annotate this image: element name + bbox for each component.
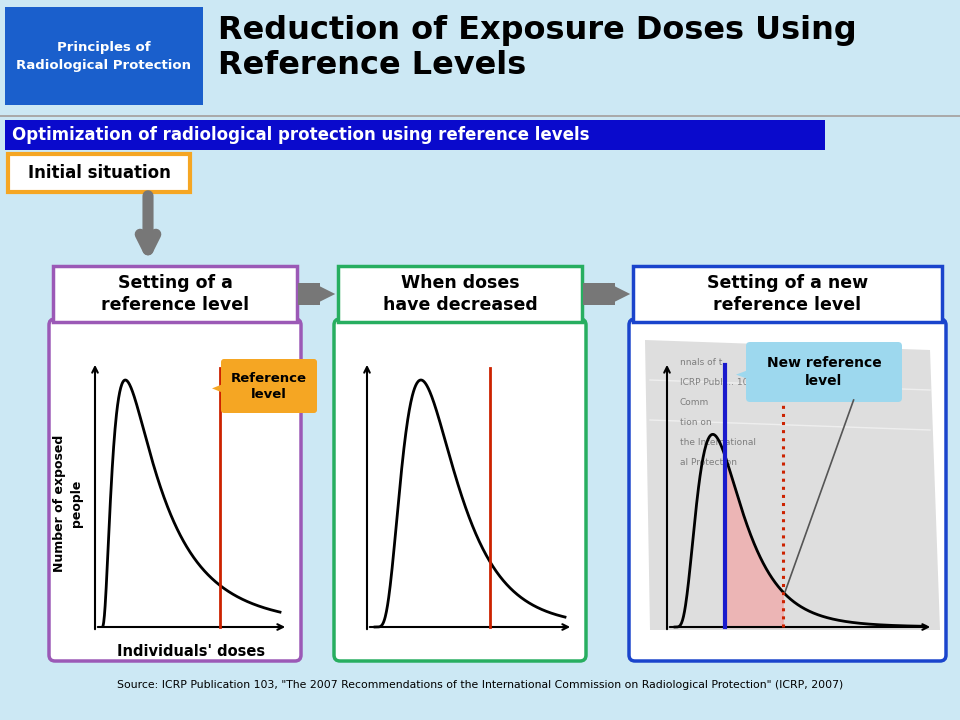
Text: Setting of a
reference level: Setting of a reference level bbox=[101, 274, 249, 315]
FancyBboxPatch shape bbox=[8, 154, 190, 192]
Text: al Protection: al Protection bbox=[680, 458, 737, 467]
Bar bbox=[298, 283, 320, 305]
Text: Setting of a new
reference level: Setting of a new reference level bbox=[707, 274, 868, 315]
Bar bbox=[0, 0, 960, 115]
Polygon shape bbox=[212, 384, 224, 393]
FancyBboxPatch shape bbox=[49, 319, 301, 661]
Text: ICRP Publi... 103: ICRP Publi... 103 bbox=[680, 378, 755, 387]
Bar bbox=[0, 115, 960, 117]
Text: Source: ICRP Publication 103, "The 2007 Recommendations of the International Com: Source: ICRP Publication 103, "The 2007 … bbox=[117, 680, 843, 690]
Text: Comm: Comm bbox=[680, 398, 709, 407]
Polygon shape bbox=[645, 340, 940, 630]
Bar bbox=[5, 120, 825, 150]
Text: Reference
level: Reference level bbox=[231, 372, 307, 400]
Text: Initial situation: Initial situation bbox=[28, 164, 171, 182]
Text: nnals of t: nnals of t bbox=[680, 358, 722, 367]
Text: Optimization of radiological protection using reference levels: Optimization of radiological protection … bbox=[12, 126, 589, 144]
Text: the International: the International bbox=[680, 438, 756, 447]
FancyBboxPatch shape bbox=[633, 266, 942, 322]
Text: tion on: tion on bbox=[680, 418, 711, 427]
Text: Reduction of Exposure Doses Using
Reference Levels: Reduction of Exposure Doses Using Refere… bbox=[218, 15, 856, 81]
Polygon shape bbox=[736, 369, 750, 380]
FancyBboxPatch shape bbox=[53, 266, 297, 322]
Text: Principles of
Radiological Protection: Principles of Radiological Protection bbox=[16, 40, 191, 71]
FancyBboxPatch shape bbox=[629, 319, 946, 661]
Text: When doses
have decreased: When doses have decreased bbox=[383, 274, 538, 315]
FancyBboxPatch shape bbox=[746, 342, 902, 402]
Bar bbox=[583, 283, 615, 305]
Text: New reference
level: New reference level bbox=[767, 356, 881, 387]
FancyBboxPatch shape bbox=[221, 359, 317, 413]
FancyBboxPatch shape bbox=[338, 266, 582, 322]
Bar bbox=[5, 7, 203, 105]
FancyBboxPatch shape bbox=[334, 319, 586, 661]
Text: Number of exposed
people: Number of exposed people bbox=[53, 435, 83, 572]
Text: Individuals' doses: Individuals' doses bbox=[117, 644, 266, 660]
